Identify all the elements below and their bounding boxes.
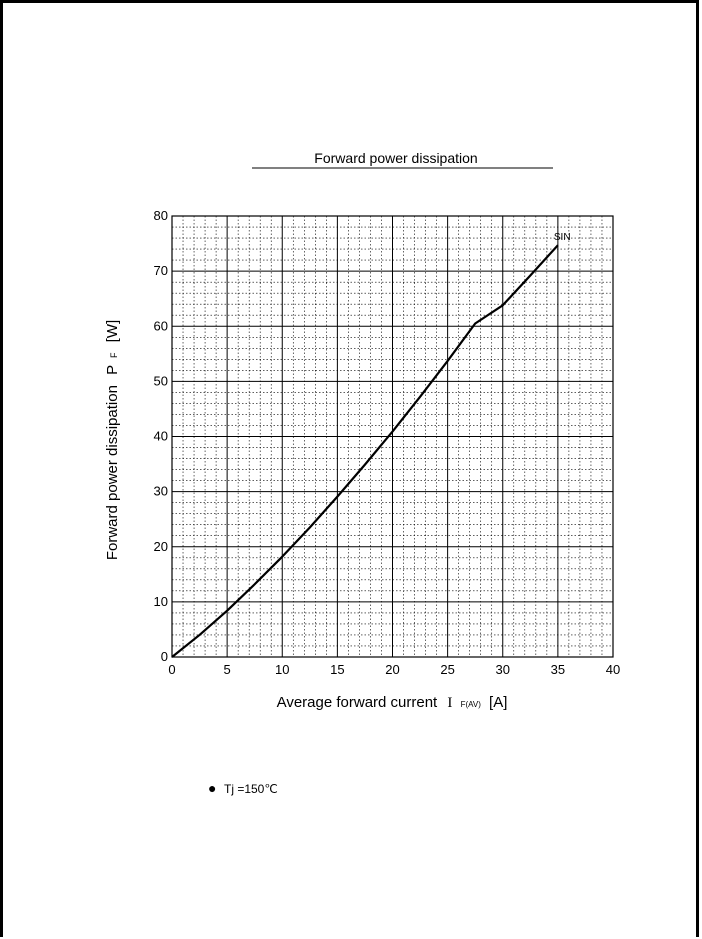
x-tick-label: 30 xyxy=(496,662,510,677)
x-tick-label: 10 xyxy=(275,662,289,677)
x-axis-label-symbol: I xyxy=(447,695,452,711)
x-tick-labels: 0 5 10 15 20 25 30 35 40 xyxy=(168,662,620,677)
series-layer: SIN xyxy=(171,232,571,658)
plot-frame xyxy=(171,215,614,658)
x-tick-label: 25 xyxy=(440,662,454,677)
y-axis-label-subscript: F xyxy=(109,352,119,358)
x-axis-label-subscript: F(AV) xyxy=(461,700,482,709)
series-line-sin xyxy=(171,244,559,658)
y-tick-label: 40 xyxy=(154,429,168,444)
y-tick-label: 0 xyxy=(161,649,168,664)
x-tick-label: 0 xyxy=(168,662,175,677)
y-axis-label-unit: [W] xyxy=(104,320,121,343)
y-tick-label: 10 xyxy=(154,594,168,609)
x-tick-label: 5 xyxy=(224,662,231,677)
major-grid xyxy=(172,216,613,657)
y-tick-label: 80 xyxy=(154,208,168,223)
note-text: Tj =150℃ xyxy=(224,782,278,796)
y-axis-label-symbol: P xyxy=(104,365,121,375)
y-tick-label: 20 xyxy=(154,539,168,554)
x-axis-label-unit: [A] xyxy=(489,694,507,711)
x-tick-label: 15 xyxy=(330,662,344,677)
x-tick-label: 20 xyxy=(385,662,399,677)
note-bullet: ● xyxy=(208,780,216,796)
y-tick-labels: 0 10 20 30 40 50 60 70 80 xyxy=(154,208,168,664)
y-tick-label: 70 xyxy=(154,263,168,278)
x-axis-label-main: Average forward current xyxy=(277,694,438,711)
chart-title: Forward power dissipation xyxy=(314,150,477,166)
x-tick-label: 35 xyxy=(551,662,565,677)
y-tick-label: 60 xyxy=(154,318,168,333)
y-tick-label: 30 xyxy=(154,484,168,499)
series-label: SIN xyxy=(554,232,571,243)
x-tick-label: 40 xyxy=(606,662,620,677)
y-axis-label: Forward power dissipation P F [W] xyxy=(104,320,121,560)
y-axis-label-main: Forward power dissipation xyxy=(104,385,121,560)
y-tick-label: 50 xyxy=(154,373,168,388)
x-axis-label: Average forward current I F(AV) [A] xyxy=(277,694,508,711)
